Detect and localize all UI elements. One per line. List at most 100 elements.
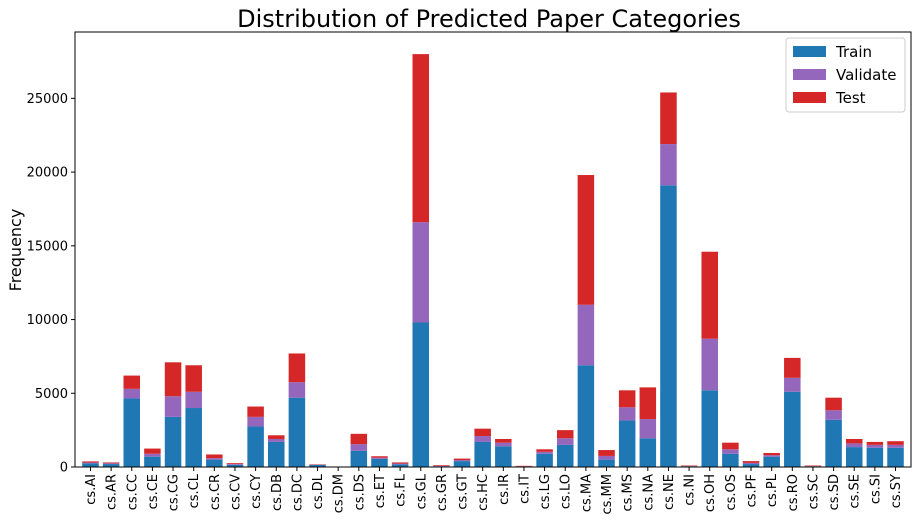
bar-cs-SE-train (845, 447, 863, 467)
bar-cs-OH-test (701, 251, 718, 339)
x-tick-label: cs.ET (373, 474, 388, 508)
bar-cs-FL-train (391, 464, 409, 467)
bar-cs-PL-train (763, 456, 780, 467)
x-tick-label: cs.RO (786, 474, 801, 511)
x-tick-label: cs.CY (249, 474, 264, 509)
bar-cs-PF-train (742, 464, 760, 467)
x-tick-label: cs.MA (579, 474, 594, 512)
bar-cs-HC-test (474, 428, 491, 437)
bar-cs-SE-test (845, 438, 863, 444)
bar-cs-SI-test (866, 441, 884, 445)
bar-cs-CG-train (164, 416, 182, 467)
bar-cs-DC-validate (288, 382, 306, 398)
x-tick-label: cs.DL (311, 473, 326, 509)
bar-cs-AR-test (102, 462, 120, 464)
legend-swatch-train (793, 46, 826, 57)
axes-group: 0 5000 10000 15000 20000 25000 cs.AI cs.AR cs.CC… (27, 31, 912, 515)
x-tick-label: cs.PF (745, 474, 760, 507)
bar-cs-SY-train (887, 447, 904, 467)
bar-cs-MM-train (598, 459, 615, 467)
bar-cs-SD-validate (825, 410, 842, 420)
bar-cs-DL-train (309, 464, 326, 467)
bar-cs-DC-test (288, 353, 306, 383)
x-tick-label: cs.GR (435, 474, 450, 511)
x-tick-label: cs.DC (290, 474, 305, 511)
bar-cs-CL-validate (185, 391, 202, 409)
x-tick-label: cs.MM (600, 474, 615, 515)
bar-cs-CC-validate (123, 388, 141, 399)
bar-cs-DB-validate (268, 438, 285, 442)
bar-cs-SC-test (804, 465, 822, 467)
bar-cs-CG-test (164, 362, 182, 397)
bar-cs-AR-validate (102, 463, 120, 465)
bar-cs-GT-test (453, 458, 471, 461)
plot-frame (74, 31, 912, 468)
x-tick-label: cs.CG (167, 474, 182, 511)
bar-cs-MA-test (577, 175, 595, 305)
chart-title: Distribution of Predicted Paper Categori… (237, 5, 741, 33)
x-tick-label: cs.NE (662, 474, 677, 510)
bar-cs-CR-train (206, 459, 223, 467)
bar-cs-GL-train (412, 322, 430, 467)
bar-cs-IR-test (495, 438, 512, 443)
x-tick-label: cs.LG (538, 474, 553, 509)
bar-cs-CG-validate (164, 396, 182, 417)
bar-cs-CV-validate (226, 464, 244, 465)
x-tick-label: cs.MS (621, 474, 636, 512)
bar-cs-MA-validate (577, 304, 595, 366)
bar-cs-SE-validate (845, 443, 863, 448)
bar-cs-LO-validate (556, 438, 574, 445)
bar-cs-NA-validate (639, 419, 657, 439)
y-tick-label: 25000 (27, 92, 68, 107)
x-tick-label: cs.IT (517, 474, 532, 504)
bar-cs-CV-train (226, 464, 244, 467)
legend-label-test: Test (835, 89, 866, 107)
bar-cs-SI-validate (866, 444, 884, 448)
bar-cs-DS-test (350, 433, 368, 445)
bar-cs-IR-validate (495, 442, 512, 447)
x-tick-label: cs.GL (414, 473, 429, 509)
x-tick-label: cs.SE (848, 474, 863, 509)
bar-cs-CE-train (144, 456, 161, 467)
bar-cs-OH-validate (701, 338, 718, 391)
bar-cs-PF-validate (742, 462, 760, 465)
x-tick-label: cs.FL (394, 473, 409, 507)
bar-cs-AI-test (82, 461, 99, 463)
bar-cs-NE-train (660, 185, 677, 467)
bar-cs-OS-train (722, 453, 739, 467)
x-tick-label: cs.DB (270, 474, 285, 511)
bar-cs-GL-validate (412, 222, 430, 323)
bar-cs-PF-test (742, 461, 760, 463)
x-tick-label: cs.DS (352, 474, 367, 510)
bar-cs-HC-validate (474, 436, 491, 442)
x-tick-label: cs.AI (84, 474, 99, 505)
bar-cs-CR-test (206, 454, 223, 459)
bar-cs-HC-train (474, 441, 491, 467)
bar-cs-NA-train (639, 438, 657, 467)
bar-cs-OH-train (701, 390, 718, 467)
bar-cs-PL-test (763, 452, 780, 456)
bar-cs-GL-test (412, 54, 430, 223)
bar-cs-RO-train (784, 391, 801, 467)
bar-cs-NI-test (680, 465, 698, 467)
x-tick-label: cs.SI (868, 474, 883, 504)
bar-cs-LO-test (556, 430, 574, 439)
bar-cs-SY-test (887, 441, 904, 445)
bar-cs-LO-train (556, 444, 574, 467)
x-tick-label: cs.GT (456, 474, 471, 510)
bar-cs-AR-train (102, 464, 120, 467)
bar-cs-ET-train (371, 458, 388, 467)
bar-cs-MS-test (618, 390, 636, 408)
legend-swatch-validate (793, 69, 826, 80)
bar-cs-CE-test (144, 448, 161, 454)
bar-cs-LG-test (536, 449, 553, 452)
y-tick-label: 0 (60, 461, 68, 476)
bar-cs-SY-validate (887, 444, 904, 448)
bar-cs-CL-test (185, 365, 202, 392)
bar-cs-NE-test (660, 92, 677, 145)
bar-cs-OS-validate (722, 449, 739, 454)
bar-cs-ET-validate (371, 457, 388, 459)
bar-cs-CY-test (247, 406, 264, 417)
bar-cs-MA-train (577, 365, 595, 467)
